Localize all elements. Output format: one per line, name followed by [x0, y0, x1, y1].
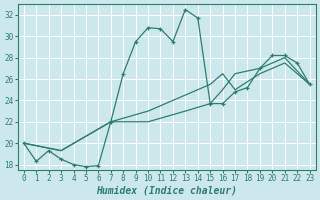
X-axis label: Humidex (Indice chaleur): Humidex (Indice chaleur): [96, 186, 237, 196]
